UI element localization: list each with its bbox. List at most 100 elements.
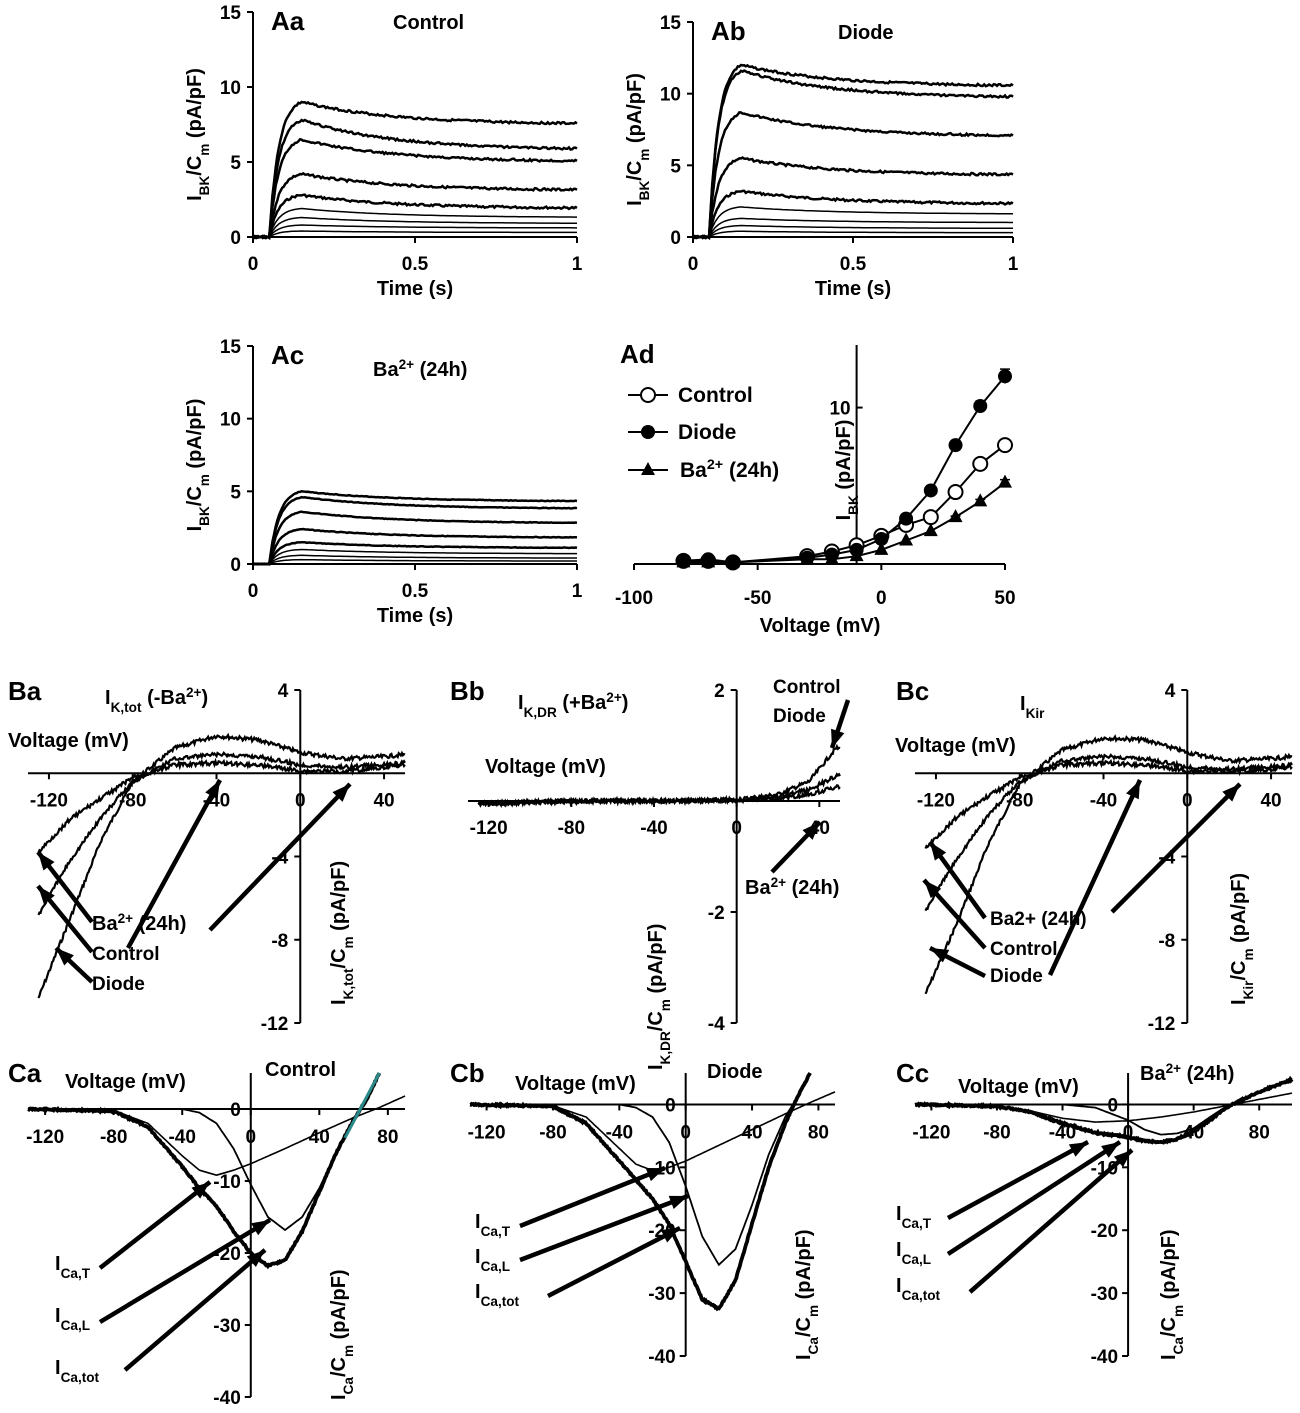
Cb-ylabel-part: Ca bbox=[806, 1337, 821, 1355]
Ab-xtick-label: 0 bbox=[688, 254, 699, 275]
Cb-ann-l-part: Ca,L bbox=[481, 1259, 510, 1274]
Cc-trace-2 bbox=[914, 1075, 1294, 1145]
Bb-panel-label: Bb bbox=[450, 676, 485, 706]
Bb-arrow-diode-head bbox=[831, 728, 845, 748]
Bc-trace-0 bbox=[924, 734, 1293, 995]
Ac-xtick-label: 0.5 bbox=[402, 581, 429, 602]
Cb-trace-1 bbox=[470, 1072, 811, 1267]
Aa-ylabel-part: BK bbox=[197, 176, 212, 196]
Ad-legend-ba: Ba2+ (24h) bbox=[680, 457, 779, 482]
Cb-xtick-label: -80 bbox=[539, 1122, 566, 1143]
Ca-ann-tot-part: I bbox=[55, 1357, 61, 1379]
Bb-ylabel-part: (pA/pF) bbox=[645, 924, 667, 1000]
Ba-xlabel: Voltage (mV) bbox=[8, 730, 129, 752]
Ac-condition-part: 2+ bbox=[399, 357, 415, 372]
Bb-title-part: I bbox=[518, 692, 524, 714]
Ad-panel-label: Ad bbox=[620, 339, 655, 369]
Bc-ylabel-part: I bbox=[1228, 999, 1250, 1005]
Aa-ylabel-part: m bbox=[197, 144, 212, 156]
Cc-panel-label: Cc bbox=[896, 1058, 929, 1088]
Ba-ann-control: Control bbox=[92, 944, 160, 965]
Ad-point-ba bbox=[874, 541, 889, 555]
Cb-ann-l: ICa,L bbox=[475, 1246, 510, 1274]
Bc-trace-1 bbox=[924, 753, 1293, 912]
Ad-ylabel-part: BK bbox=[846, 495, 861, 515]
Ba-ytick-label: 4 bbox=[278, 681, 289, 702]
Ab-ylabel-part: m bbox=[637, 149, 652, 161]
Ad-legend-marker bbox=[641, 425, 655, 439]
Ac-trace bbox=[253, 554, 577, 565]
Ca-ylabel-part: I bbox=[328, 1394, 350, 1400]
Cc-ann-t-part: Ca,T bbox=[902, 1216, 932, 1231]
Ad-point-ba bbox=[701, 554, 716, 568]
Ac-ylabel-part: m bbox=[197, 474, 212, 486]
Cb-ylabel-part: (pA/pF) bbox=[793, 1229, 815, 1305]
Ba-title-part: I bbox=[105, 687, 111, 709]
Ad-point-ba bbox=[676, 554, 691, 568]
Cc-ann-tot-part: Ca,tot bbox=[902, 1288, 941, 1303]
Ac-ytick-label: 0 bbox=[230, 555, 241, 576]
Ac-ytick-label: 15 bbox=[220, 337, 242, 358]
Ac-trace bbox=[253, 558, 577, 565]
Cc-ylabel: ICa/Cm (pA/pF) bbox=[1158, 1229, 1186, 1360]
Ba-ylabel-part: /C bbox=[328, 948, 350, 968]
Ad-legend-ba-part: 2+ bbox=[707, 457, 723, 473]
Ad-point-ba bbox=[824, 551, 839, 565]
Cb-ann-tot: ICa,tot bbox=[475, 1281, 520, 1309]
Ba-ylabel-part: I bbox=[328, 999, 350, 1005]
Ca-ann-t: ICa,T bbox=[55, 1253, 91, 1281]
Ab-ylabel: IBK/Cm (pA/pF) bbox=[624, 73, 652, 206]
Bb-ytick-label: -2 bbox=[708, 903, 725, 924]
Aa-trace bbox=[252, 171, 578, 240]
Ad-legend-ba-part: (24h) bbox=[723, 459, 779, 482]
Aa-xtick-label: 0.5 bbox=[402, 254, 429, 275]
Cc-ytick-label: -40 bbox=[1091, 1347, 1118, 1368]
Cb-arrow-tot-head bbox=[660, 1228, 680, 1243]
Bb-ylabel-part: /C bbox=[645, 1011, 667, 1031]
Ca-trace-0 bbox=[28, 1095, 406, 1177]
Bb-ann-ba-part: 2+ bbox=[771, 875, 787, 890]
Ca-ylabel-part: /C bbox=[328, 1357, 350, 1377]
Cc-condition: Ba2+ (24h) bbox=[1140, 1061, 1234, 1086]
Bc-ann-diode: Diode bbox=[990, 966, 1043, 987]
Ba-arrow-diode2 bbox=[126, 778, 222, 950]
Ca-arrow-l-head bbox=[250, 1220, 270, 1236]
Ba-title-part: 2+ bbox=[186, 685, 202, 700]
Ba-ylabel-part: (pA/pF) bbox=[328, 861, 350, 937]
Cc-xlabel: Voltage (mV) bbox=[958, 1076, 1079, 1098]
Ca-ylabel-part: m bbox=[341, 1345, 356, 1357]
Ad-point-ba bbox=[849, 548, 864, 562]
Cc-xtick-label: 80 bbox=[1249, 1122, 1270, 1143]
Cb-xtick-label: -40 bbox=[606, 1122, 633, 1143]
Ab-trace bbox=[693, 206, 1013, 238]
Aa-trace bbox=[253, 216, 577, 238]
Cb-arrow-l-head bbox=[668, 1195, 688, 1209]
Cb-ytick-label: -30 bbox=[648, 1284, 675, 1305]
Bb-ann-ba: Ba2+ (24h) bbox=[745, 875, 839, 900]
Ca-ytick-label: -40 bbox=[213, 1388, 240, 1409]
Ad-point-diode bbox=[874, 531, 889, 546]
Ad-legend-diode: Diode bbox=[678, 421, 736, 444]
Cc-arrow-tot bbox=[968, 1148, 1134, 1294]
Bb-title-part: K,DR bbox=[524, 705, 557, 720]
Bb-ann-diode: Diode bbox=[773, 706, 826, 727]
Cb-ann-tot-part: Ca,tot bbox=[481, 1294, 520, 1309]
Bb-title-part: ) bbox=[622, 692, 629, 714]
Ba-panel-label: Ba bbox=[8, 676, 42, 706]
Cc-arrow-l-head bbox=[1101, 1142, 1120, 1158]
Ab-trace bbox=[692, 110, 1014, 240]
Cb-ann-tot-part: I bbox=[475, 1281, 481, 1303]
Cb-condition: Diode bbox=[707, 1061, 763, 1083]
Ba-xtick-label: 40 bbox=[373, 790, 394, 811]
Bc-ytick-label: 4 bbox=[1165, 681, 1176, 702]
Ba-title-part: ) bbox=[201, 687, 208, 709]
Bc-ytick-label: -8 bbox=[1158, 931, 1175, 952]
Cb-ylabel-part: I bbox=[793, 1354, 815, 1360]
Ad-point-control bbox=[922, 509, 939, 526]
Ab-trace bbox=[692, 69, 1014, 239]
Ba-arrow-control-head bbox=[38, 886, 55, 905]
Aa-ytick-label: 5 bbox=[230, 153, 241, 174]
Ab-panel-label: Ab bbox=[711, 16, 746, 46]
Cc-xtick-label: -120 bbox=[912, 1122, 950, 1143]
Ca-panel-label: Ca bbox=[8, 1058, 42, 1088]
